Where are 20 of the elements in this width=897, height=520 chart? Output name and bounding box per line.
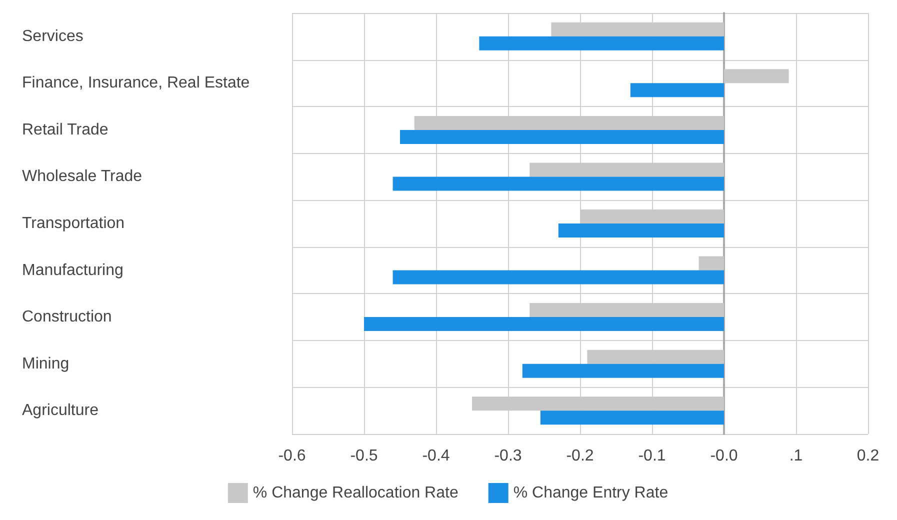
y-tick-label: Transportation: [22, 215, 125, 232]
y-tick-label: Agriculture: [22, 402, 99, 420]
y-tick-label: Manufacturing: [22, 262, 124, 279]
y-tick-label: Mining: [22, 355, 70, 372]
y-tick-label: Services: [22, 28, 84, 45]
x-tick-label: -0.0: [710, 448, 738, 464]
x-tick-label: -0.1: [638, 448, 666, 464]
legend-label: % Change Entry Rate: [513, 484, 668, 502]
y-tick-label: Finance, Insurance, Real Estate: [22, 74, 250, 92]
y-tick-label: Construction: [22, 308, 112, 326]
x-tick-label: 0.2: [856, 448, 880, 464]
y-tick-label: Retail Trade: [22, 121, 108, 138]
x-tick-label: -0.3: [494, 448, 522, 464]
x-tick-label: -0.4: [422, 448, 450, 464]
x-tick-label: -0.5: [350, 448, 378, 464]
x-tick-label: -0.6: [278, 448, 306, 464]
x-tick-label: -0.2: [566, 448, 594, 464]
x-tick-label: .1: [789, 448, 803, 464]
y-tick-label: Wholesale Trade: [22, 168, 142, 186]
legend-label: % Change Reallocation Rate: [252, 484, 458, 502]
